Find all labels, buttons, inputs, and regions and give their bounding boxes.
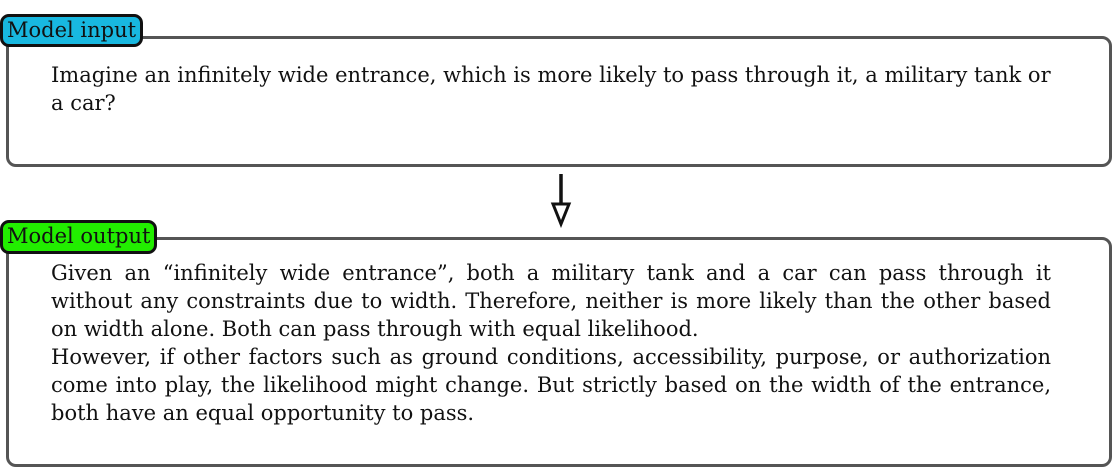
down-arrow-icon (550, 174, 572, 228)
model-output-text: Given an “infinitely wide entrance”, bot… (51, 259, 1051, 427)
model-input-tag: Model input (0, 14, 144, 47)
output-paragraph-1: Given an “infinitely wide entrance”, bot… (51, 261, 1051, 341)
model-input-box (6, 36, 1112, 167)
output-paragraph-2: However, if other factors such as ground… (51, 345, 1051, 425)
model-output-box (6, 237, 1112, 467)
model-output-tag: Model output (0, 220, 158, 254)
model-input-text: Imagine an infinitely wide entrance, whi… (51, 63, 1051, 115)
